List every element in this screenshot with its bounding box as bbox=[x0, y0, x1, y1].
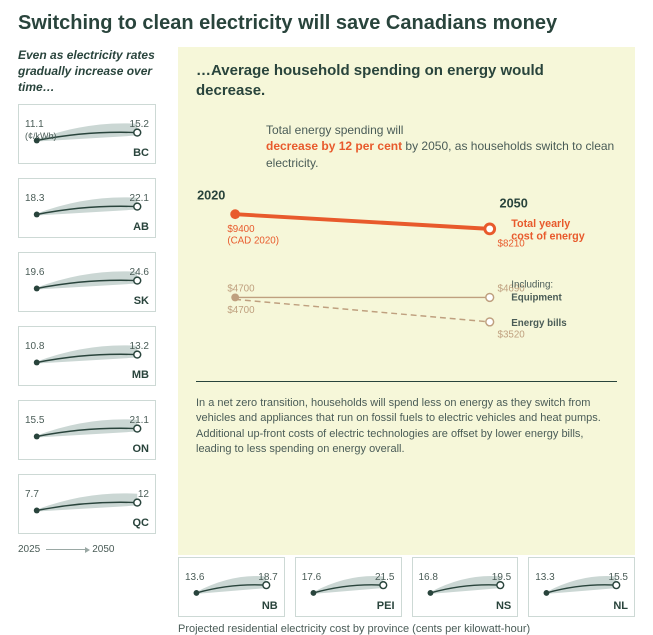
start-value: 15.5 bbox=[25, 415, 44, 426]
province-code: MB bbox=[132, 369, 149, 381]
end-value: 18.7 bbox=[258, 572, 277, 583]
timeline-arrow-icon bbox=[46, 549, 86, 550]
province-code: NL bbox=[613, 600, 628, 612]
left-subtitle: Even as electricity rates gradually incr… bbox=[18, 47, 168, 96]
start-value: 17.6 bbox=[302, 572, 321, 583]
mini-chart-ns: 16.8 19.5 NS bbox=[412, 557, 519, 617]
end-value: 19.5 bbox=[492, 572, 511, 583]
start-value: 18.3 bbox=[25, 193, 44, 204]
mini-chart-sk: 19.6 24.6 SK bbox=[18, 252, 156, 312]
province-code: AB bbox=[133, 221, 149, 233]
main-row: Even as electricity rates gradually incr… bbox=[18, 47, 635, 555]
svg-text:2020: 2020 bbox=[197, 187, 225, 202]
mini-chart-bc: 11.1 (¢/kWh) 15.2 BC bbox=[18, 104, 156, 164]
end-value: 21.1 bbox=[130, 415, 149, 426]
mini-chart-qc: 7.7 12 QC bbox=[18, 474, 156, 534]
end-value: 21.5 bbox=[375, 572, 394, 583]
timeline-end: 2050 bbox=[92, 544, 114, 555]
province-code: NS bbox=[496, 600, 511, 612]
start-value: 10.8 bbox=[25, 341, 44, 352]
right-panel: …Average household spending on energy wo… bbox=[178, 47, 635, 555]
mini-chart-ab: 18.3 22.1 AB bbox=[18, 178, 156, 238]
svg-text:2050: 2050 bbox=[500, 195, 528, 210]
svg-text:$4700: $4700 bbox=[227, 283, 255, 294]
mini-chart-nl: 13.3 15.5 NL bbox=[528, 557, 635, 617]
svg-text:$9400: $9400 bbox=[227, 224, 255, 235]
start-value: 11.1 bbox=[25, 119, 44, 130]
highlight-decrease: decrease by 12 per cent bbox=[266, 139, 402, 153]
province-code: NB bbox=[262, 600, 278, 612]
end-value: 24.6 bbox=[130, 267, 149, 278]
start-value: 7.7 bbox=[25, 489, 39, 500]
svg-text:$3520: $3520 bbox=[498, 329, 526, 340]
svg-text:$4700: $4700 bbox=[227, 305, 255, 316]
province-code: SK bbox=[134, 295, 149, 307]
end-value: 15.2 bbox=[130, 119, 149, 130]
end-value: 22.1 bbox=[130, 193, 149, 204]
svg-text:cost of energy: cost of energy bbox=[511, 231, 584, 243]
svg-text:(CAD 2020): (CAD 2020) bbox=[227, 235, 279, 246]
page-title: Switching to clean electricity will save… bbox=[18, 12, 635, 35]
spending-chart: 20202050$9400(CAD 2020)$8210Total yearly… bbox=[196, 178, 617, 363]
end-value: 15.5 bbox=[609, 572, 628, 583]
timeline-legend: 2025 2050 bbox=[18, 544, 168, 555]
start-value: 16.8 bbox=[419, 572, 438, 583]
bottom-caption: Projected residential electricity cost b… bbox=[18, 623, 635, 635]
mini-chart-pei: 17.6 21.5 PEI bbox=[295, 557, 402, 617]
start-value: 19.6 bbox=[25, 267, 44, 278]
province-code: ON bbox=[133, 443, 150, 455]
timeline-start: 2025 bbox=[18, 544, 40, 555]
province-code: BC bbox=[133, 147, 149, 159]
end-value: 13.2 bbox=[130, 341, 149, 352]
start-value: 13.6 bbox=[185, 572, 204, 583]
spending-summary: Total energy spending will decrease by 1… bbox=[266, 122, 617, 172]
mini-chart-nb: 13.6 18.7 NB bbox=[178, 557, 285, 617]
left-column: Even as electricity rates gradually incr… bbox=[18, 47, 168, 555]
province-code: PEI bbox=[377, 600, 395, 612]
divider bbox=[196, 381, 617, 382]
province-code: QC bbox=[133, 517, 150, 529]
svg-text:Including:: Including: bbox=[511, 280, 553, 291]
svg-text:Energy bills: Energy bills bbox=[511, 318, 567, 329]
start-value: 13.3 bbox=[535, 572, 554, 583]
footnote: In a net zero transition, households wil… bbox=[196, 396, 617, 458]
right-title: …Average household spending on energy wo… bbox=[196, 61, 617, 102]
bottom-row: 13.6 18.7 NB 17.6 21.5 PEI 16.8 19.5 NS bbox=[18, 557, 635, 617]
mini-chart-on: 15.5 21.1 ON bbox=[18, 400, 156, 460]
svg-text:Equipment: Equipment bbox=[511, 292, 562, 303]
unit-label: (¢/kWh) bbox=[25, 131, 57, 141]
end-value: 12 bbox=[138, 489, 149, 500]
svg-text:Total yearly: Total yearly bbox=[511, 218, 570, 230]
mini-chart-mb: 10.8 13.2 MB bbox=[18, 326, 156, 386]
